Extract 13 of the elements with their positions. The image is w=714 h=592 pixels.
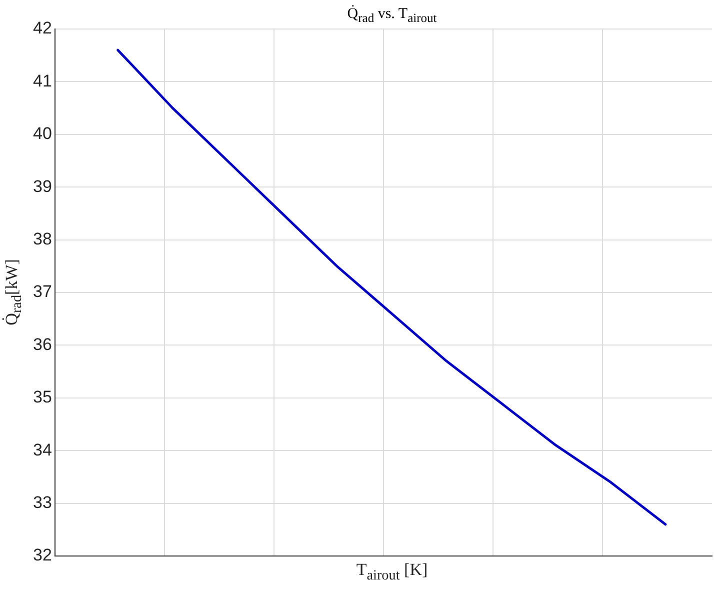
y-tick-label: 37 [32, 282, 52, 302]
y-tick-label: 42 [32, 18, 52, 38]
y-tick-label: 40 [32, 124, 52, 144]
y-tick-label: 34 [32, 440, 52, 460]
y-tick-label: 36 [32, 334, 52, 354]
y-tick-label: 33 [32, 492, 52, 512]
y-tick-label: 38 [32, 229, 52, 248]
y-tick-label: 32 [32, 546, 52, 565]
y-tick-label: 39 [32, 176, 52, 196]
x-axis-title: T$_{airout}$ [K] [355, 560, 429, 584]
y-tick-label: 41 [32, 71, 52, 90]
chart-title: Q̇$_{rad}$ vs. T$_{airout}$ [346, 6, 438, 26]
y-tick-label: 35 [32, 388, 52, 407]
